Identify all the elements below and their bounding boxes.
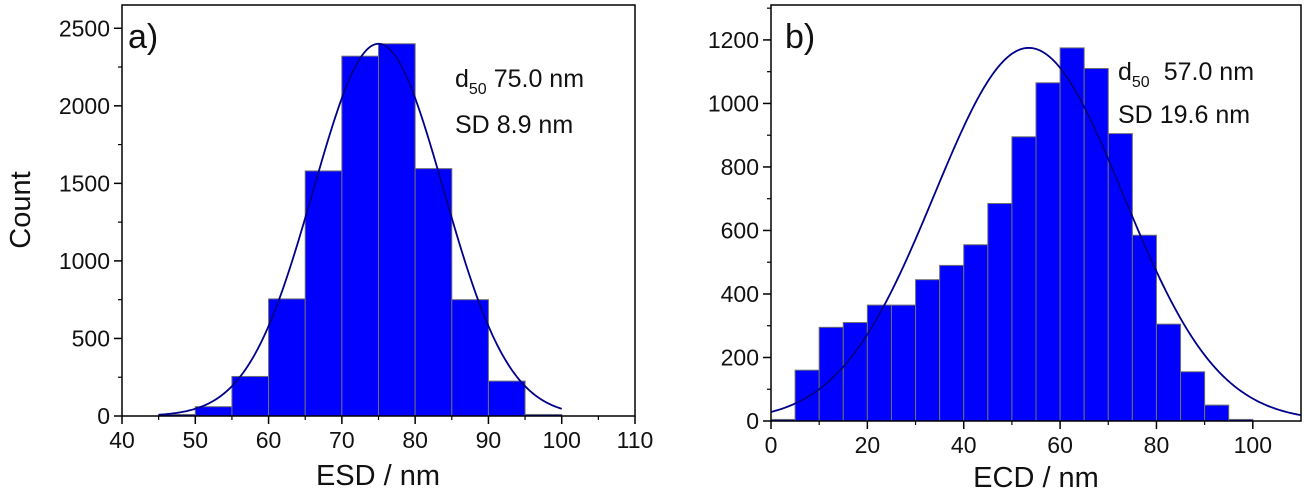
panel-a-sd-annotation: SD 8.9 nm xyxy=(455,111,573,139)
panel-b-bar-4 xyxy=(866,304,892,422)
panel-b-bar-13 xyxy=(1083,68,1109,422)
panel-b-x-axis-title: ECD / nm xyxy=(973,462,1099,493)
panel-a-y-tick-label-2: 1000 xyxy=(59,248,110,274)
panel-b-bar-7 xyxy=(939,264,965,422)
panel-a-x-axis-title: ESD / nm xyxy=(316,460,440,492)
panel-b-y-ticks: 0 200 400 600 800 1000 1200 xyxy=(708,7,771,434)
panel-b-y-tick-label-3: 600 xyxy=(721,217,759,243)
panel-b-bar-5 xyxy=(890,304,917,422)
panel-b-y-tick-label-1: 200 xyxy=(721,344,759,370)
panel-b-bar-18 xyxy=(1204,404,1230,422)
panel-b-x-tick-label-3: 60 xyxy=(1047,432,1073,458)
panel-a-gaussian-fit xyxy=(158,42,562,416)
panel-b-y-tick-label-2: 400 xyxy=(721,281,759,307)
panel-a-y-tick-label-4: 2000 xyxy=(59,93,110,119)
panel-b-x-tick-label-2: 40 xyxy=(951,432,977,458)
panel-a-y-tick-label-0: 0 xyxy=(97,403,110,429)
panel-b-sd-annotation: SD 19.6 nm xyxy=(1118,101,1250,129)
panel-b-bar-9 xyxy=(987,202,1013,422)
panel-b-bar-1 xyxy=(794,369,820,422)
panel-b-bar-12 xyxy=(1059,47,1085,422)
panel-a-bar-1 xyxy=(194,406,233,417)
panel-a-x-tick-label-0: 40 xyxy=(109,427,135,453)
panel-a-x-tick-label-7: 110 xyxy=(617,427,654,453)
panel-b-y-tick-label-5: 1000 xyxy=(708,90,759,116)
panel-b: 0 20 40 60 80 100 0 200 400 600 800 1000 1200 b) d5… xyxy=(708,4,1302,493)
panel-a-d50-annotation: d50 75.0 nm xyxy=(455,65,584,98)
panel-a-bar-5 xyxy=(341,55,380,417)
panel-a-label: a) xyxy=(128,18,158,56)
panel-a-y-tick-label-5: 2500 xyxy=(59,15,110,41)
panel-a-y-tick-label-3: 1500 xyxy=(59,170,110,196)
panel-b-y-tick-label-0: 0 xyxy=(746,408,759,434)
panel-b-bar-3 xyxy=(842,322,868,422)
panel-a-bar-9 xyxy=(487,380,526,417)
panel-b-bar-16 xyxy=(1155,323,1182,422)
panel-b-bar-11 xyxy=(1035,82,1061,422)
panel-b-bar-17 xyxy=(1180,371,1206,422)
panel-a-bar-2 xyxy=(231,375,270,417)
panel-a-bar-4 xyxy=(304,170,343,417)
panel-b-label: b) xyxy=(785,18,815,56)
panel-b-bar-14 xyxy=(1107,133,1133,422)
panel-b-bar-15 xyxy=(1131,234,1157,422)
panel-a-y-ticks: 0 500 1000 1500 2000 2500 xyxy=(59,15,122,429)
panel-b-x-tick-label-1: 20 xyxy=(855,432,881,458)
panel-b-d50-annotation: d50 57.0 nm xyxy=(1118,58,1254,91)
panel-a-x-ticks: 40 50 60 70 80 90 100 110 xyxy=(109,416,653,453)
panel-a-x-tick-label-5: 90 xyxy=(476,427,502,453)
panel-a-bar-6 xyxy=(378,43,416,417)
panel-b-y-tick-label-6: 1200 xyxy=(708,27,759,53)
panel-b-bar-6 xyxy=(915,279,941,422)
panel-a-x-tick-label-3: 70 xyxy=(329,427,355,453)
panel-a-x-tick-label-4: 80 xyxy=(402,427,428,453)
panel-b-x-tick-label-5: 100 xyxy=(1234,432,1272,458)
panel-b-x-tick-label-0: 0 xyxy=(765,432,778,458)
panel-b-bars xyxy=(770,47,1254,422)
panel-b-x-tick-label-4: 80 xyxy=(1144,432,1170,458)
panel-a-x-tick-label-6: 100 xyxy=(543,427,581,453)
panel-a-y-axis-title: Count xyxy=(5,171,37,248)
panel-a-x-tick-label-1: 50 xyxy=(182,427,208,453)
panel-a-bar-7 xyxy=(414,168,453,417)
panel-a-bar-8 xyxy=(451,299,489,417)
panel-a: 40 50 60 70 80 90 100 110 05001000150020002500 … xyxy=(5,4,653,492)
panel-b-bar-8 xyxy=(963,244,989,422)
panel-b-x-ticks: 0 20 40 60 80 100 xyxy=(765,421,1272,458)
panel-a-bar-3 xyxy=(268,298,306,417)
panel-b-gaussian-fit xyxy=(770,46,1302,417)
panel-a-x-tick-label-2: 60 xyxy=(256,427,282,453)
panel-b-bar-10 xyxy=(1011,136,1037,422)
panel-b-y-tick-label-4: 800 xyxy=(721,154,759,180)
panel-a-bars xyxy=(158,43,563,417)
panel-a-y-tick-label-1: 500 xyxy=(72,325,110,351)
panel-b-bar-2 xyxy=(818,326,844,422)
panel-b-plot-frame xyxy=(770,4,1302,422)
